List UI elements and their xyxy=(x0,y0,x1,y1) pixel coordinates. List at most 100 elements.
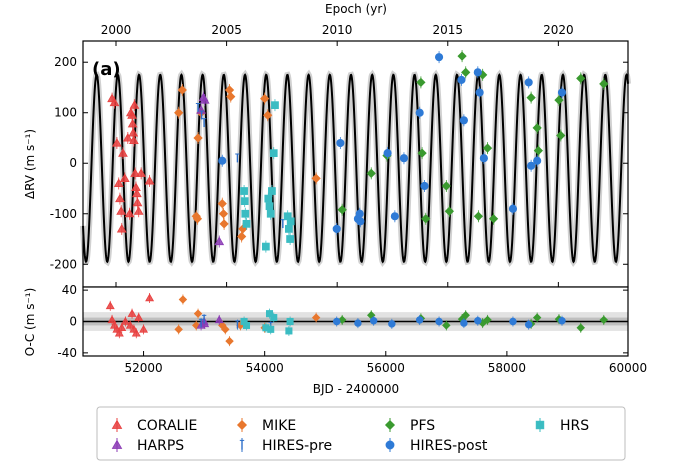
rv-point-coralie xyxy=(136,168,147,177)
residual-point-coralie xyxy=(107,315,117,324)
rv-point-mike xyxy=(260,93,270,104)
bjd-tick-label: 58000 xyxy=(488,361,526,375)
rv-point-coralie xyxy=(128,127,139,137)
residual-point-coralie xyxy=(139,324,149,333)
rv-point-hrs xyxy=(240,197,249,205)
epoch-tick-label: 2010 xyxy=(322,23,353,37)
legend-marker-mike xyxy=(236,419,248,431)
residual-point-hrs xyxy=(267,325,275,333)
rv-point-coralie xyxy=(132,188,142,198)
rv-point-mike xyxy=(177,85,187,95)
rv-point-hires-post xyxy=(356,217,365,226)
rv-point-hrs xyxy=(268,187,276,195)
legend-item-pfs: PFS xyxy=(384,418,435,434)
legend-label: MIKE xyxy=(262,418,296,434)
legend-item-harps: HARPS xyxy=(111,438,184,454)
rv-point-coralie xyxy=(115,193,125,203)
rv-point-hires-post xyxy=(420,181,429,191)
legend-label: PFS xyxy=(410,418,435,434)
rv-point-coralie xyxy=(133,206,144,215)
residual-point-mike xyxy=(311,313,321,322)
rv-point-pfs xyxy=(421,214,431,224)
legend: CORALIE MIKE PFS HRS HARPS HIRES-pre HIRES-pos… xyxy=(96,406,626,461)
rv-point-coralie xyxy=(124,208,135,218)
rv-point-coralie xyxy=(116,223,127,233)
legend-marker-hrs xyxy=(535,420,545,430)
residual-point-hires-post xyxy=(460,319,468,327)
rv-y-label: ΔRV (m s⁻¹) xyxy=(23,129,37,199)
rv-point-hires-post xyxy=(332,224,341,233)
residual-point-coralie xyxy=(131,328,141,337)
rv-point-coralie xyxy=(144,175,155,185)
residual-point-coralie xyxy=(127,309,137,317)
rv-point-coralie xyxy=(129,100,140,109)
rv-point-coralie xyxy=(113,178,124,187)
rv-point-hires-post xyxy=(218,156,227,165)
rv-point-pfs xyxy=(526,92,536,103)
rv-point-mike xyxy=(174,108,184,118)
rv-point-coralie xyxy=(128,135,139,145)
rv-point-pfs xyxy=(556,130,566,141)
legend-label: HIRES-post xyxy=(410,438,488,454)
residual-point-mike xyxy=(221,325,230,334)
residual-point-hrs xyxy=(265,310,274,318)
residual-point-hrs xyxy=(270,314,278,322)
residual-point-hires-post xyxy=(354,319,362,327)
rv-point-pfs xyxy=(533,145,544,156)
rv-point-coralie xyxy=(116,206,127,215)
legend-marker-harps xyxy=(111,439,123,449)
rv-point-pfs xyxy=(444,206,454,216)
rv-point-hires-post xyxy=(557,88,567,97)
rv-point-pfs xyxy=(366,168,376,178)
legend-item-mike: MIKE xyxy=(236,418,296,434)
residual-points-group xyxy=(105,292,609,347)
residual-point-pfs xyxy=(532,313,542,322)
rv-point-pfs xyxy=(599,79,609,89)
rv-point-hires-post xyxy=(479,154,488,163)
residual-point-pfs xyxy=(461,311,470,320)
rv-point-coralie xyxy=(118,148,128,157)
rv-point-hires-post xyxy=(399,154,409,163)
legend-item-hires-pre: HIRES-pre xyxy=(239,438,332,454)
legend-marker-hires-post xyxy=(385,440,395,450)
rv-point-pfs xyxy=(457,51,467,61)
rv-point-hrs xyxy=(286,235,294,243)
epoch-tick-label: 2000 xyxy=(101,23,132,37)
bjd-axis-label: BJD - 2400000 xyxy=(313,382,399,396)
rv-point-mike xyxy=(193,133,203,143)
residual-point-hires-post xyxy=(474,316,482,325)
residual-point-coralie xyxy=(134,312,144,321)
epoch-tick-label: 2005 xyxy=(211,23,242,37)
residual-point-pfs xyxy=(599,315,609,325)
residual-point-hires-post xyxy=(435,317,443,326)
rv-point-hires-post xyxy=(434,53,444,62)
rv-point-hires-post xyxy=(524,78,533,87)
legend-label: HRS xyxy=(560,418,589,434)
rv-point-mike xyxy=(311,173,321,184)
residual-point-harps xyxy=(200,319,210,328)
rv-point-mike xyxy=(263,110,273,120)
rv-point-hrs xyxy=(269,149,278,158)
rv-y-tick-label: -100 xyxy=(50,207,77,221)
rv-y-tick-label: 100 xyxy=(54,106,77,120)
residual-point-mike xyxy=(174,325,183,334)
rv-point-hires-post xyxy=(415,108,424,117)
legend-marker-coralie xyxy=(111,419,123,429)
residual-point-hires-post xyxy=(524,320,533,329)
rv-y-ticks: 200 100 0 -100 -200 xyxy=(50,55,628,271)
residual-point-mike xyxy=(178,295,188,304)
bjd-tick-label: 52000 xyxy=(124,361,162,375)
legend-box xyxy=(96,406,626,461)
rv-point-pfs xyxy=(337,205,347,215)
rv-point-hires-post xyxy=(390,212,399,221)
residual-point-pfs xyxy=(483,315,492,325)
legend-label: CORALIE xyxy=(137,418,197,434)
rv-point-mike xyxy=(226,91,236,102)
legend-item-hires-post: HIRES-post xyxy=(385,438,488,454)
residual-point-hires-post xyxy=(558,316,566,325)
residual-point-coralie xyxy=(105,301,115,310)
rv-point-hrs xyxy=(265,202,274,211)
rv-point-hires-post xyxy=(508,204,518,213)
residual-point-mike xyxy=(225,336,234,346)
